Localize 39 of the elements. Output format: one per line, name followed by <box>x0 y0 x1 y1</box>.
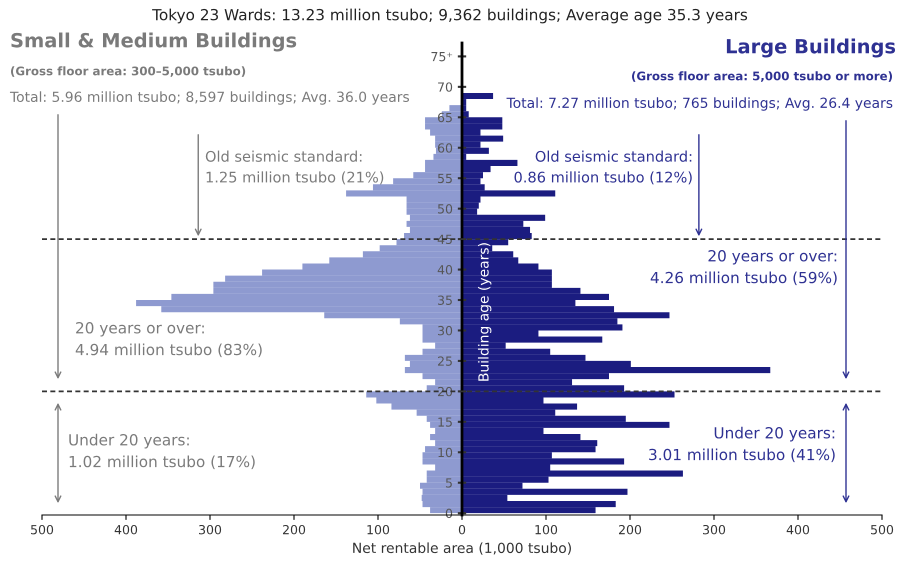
y-tick-label: 30 <box>438 326 452 336</box>
x-tick-label: 200 <box>282 524 306 534</box>
x-tick-label: 400 <box>786 524 810 534</box>
y-tick-label: 25 <box>438 356 452 366</box>
x-tick-label: 300 <box>703 524 726 534</box>
x-tick-label: 400 <box>114 524 138 534</box>
x-tick-label: 100 <box>367 524 390 534</box>
x-axis-title: Net rentable area (1,000 tsubo) <box>353 542 571 555</box>
x-tick-label: 500 <box>31 524 54 534</box>
y-tick-label: 35 <box>438 295 452 305</box>
y-tick-label: 55 <box>438 174 452 184</box>
chart-title: Tokyo 23 Wards: 13.23 million tsubo; 9,362 buildings; Average age 35.3 years <box>152 8 748 24</box>
y-tick-label: 15 <box>438 417 452 427</box>
annotation: Under 20 years: 3.01 million tsubo (41%) <box>649 426 835 462</box>
annotation: Total: 7.27 million tsubo; 765 buildings; Avg. 26.4 years <box>506 97 892 111</box>
annotation: (Gross floor area: 300–5,000 tsubo) <box>11 66 246 77</box>
annotation: Total: 5.96 million tsubo; 8,597 buildings; Avg. 36.0 years <box>10 91 410 105</box>
y-tick-label: 40 <box>438 265 452 274</box>
y-tick-label: 10 <box>438 448 452 458</box>
annotation: 20 years or over: 4.26 million tsubo (59%) <box>650 250 837 286</box>
y-axis-title: Building age (years) <box>478 243 492 381</box>
x-tick-label: 500 <box>871 524 894 534</box>
annotation: Old seismic standard: 1.25 million tsubo (21%) <box>206 150 384 184</box>
annotation: Old seismic standard: 0.86 million tsubo (12%) <box>514 150 692 184</box>
y-tick-label: 75⁺ <box>431 52 452 62</box>
y-tick-label: 65 <box>438 112 452 122</box>
x-tick-label: 0 <box>458 524 466 534</box>
y-tick-label: 60 <box>438 143 452 153</box>
x-tick-label: 300 <box>199 524 222 534</box>
annotation: (Gross floor area: 5,000 tsubo or more) <box>632 71 892 82</box>
y-tick-label: 70 <box>438 82 452 92</box>
annotation: Under 20 years: 1.02 million tsubo (17%) <box>69 434 255 470</box>
y-tick-label: 50 <box>438 204 452 214</box>
annotation: Small & Medium Buildings <box>11 32 296 52</box>
y-tick-label: 5 <box>446 478 452 488</box>
x-tick-label: 200 <box>618 524 642 534</box>
annotation: 20 years or over: 4.94 million tsubo (83%) <box>76 322 262 358</box>
annotation: Large Buildings <box>726 38 896 58</box>
x-tick-label: 100 <box>535 524 558 534</box>
